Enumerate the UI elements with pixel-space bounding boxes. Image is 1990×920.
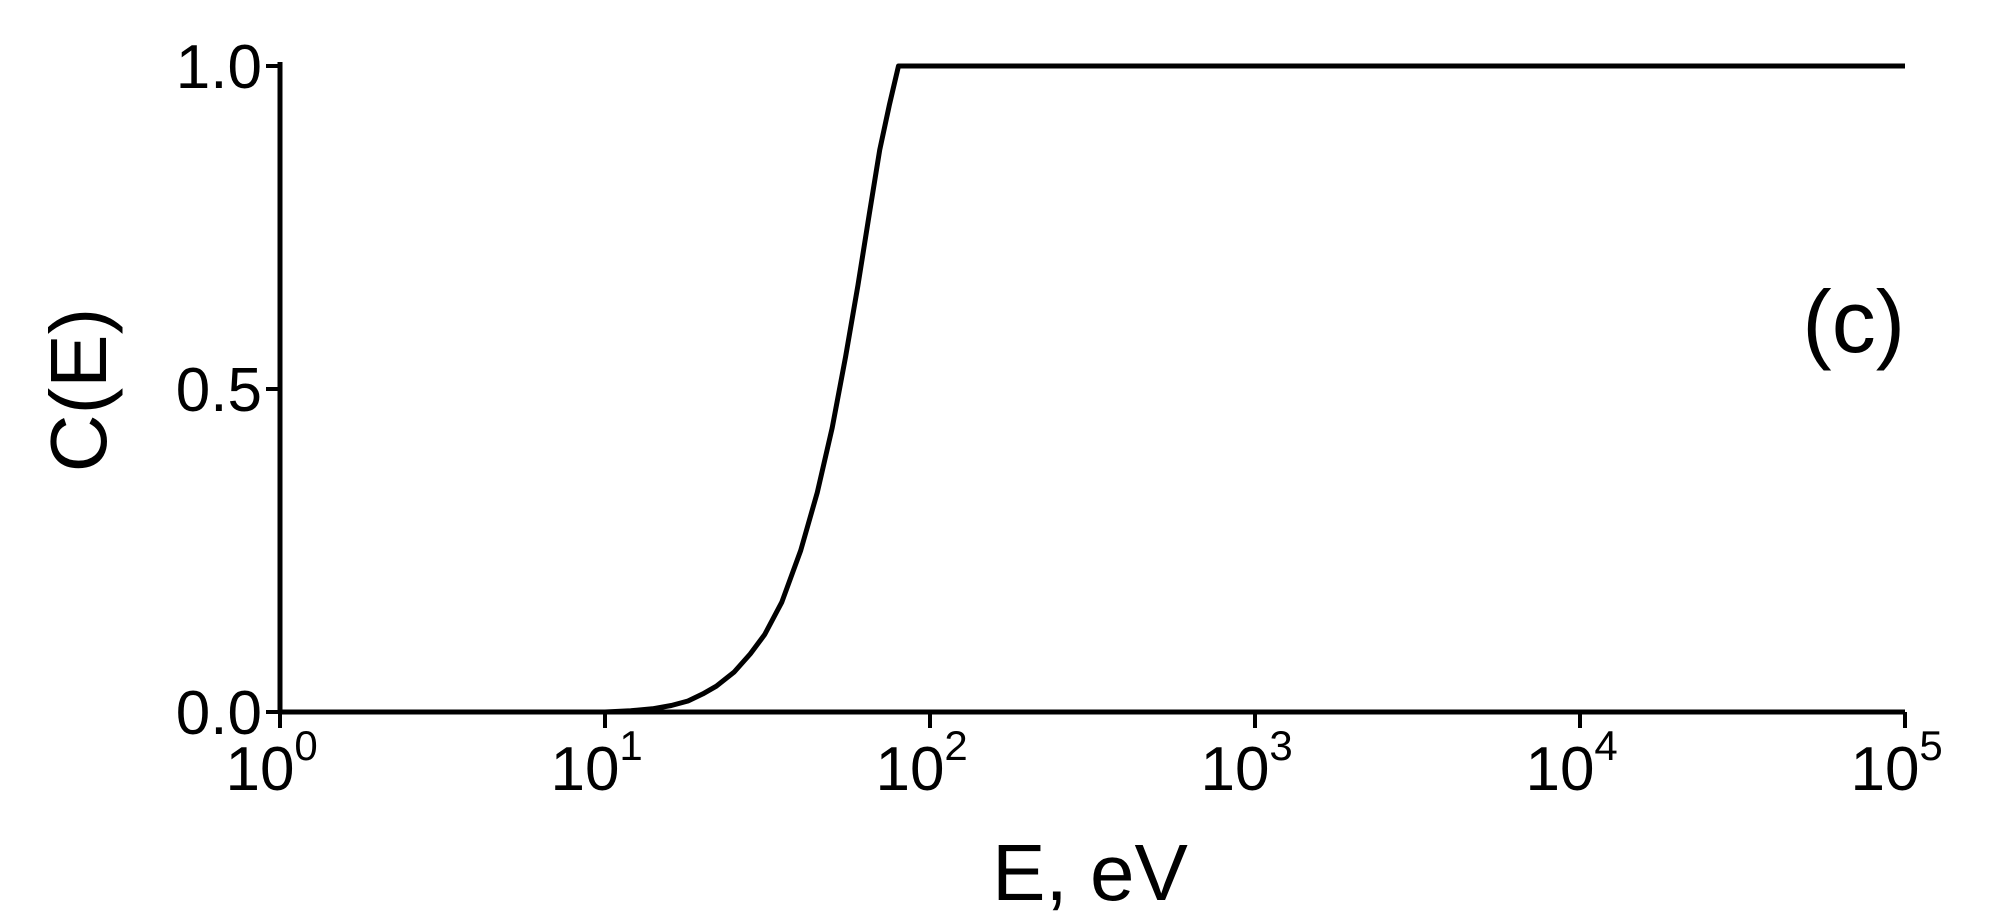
- axes: [277, 62, 1905, 715]
- x-tick-base: 10: [876, 735, 945, 804]
- y-axis-label: C(E): [34, 308, 123, 472]
- x-tick-label: 10 2: [876, 722, 968, 804]
- x-tick-exponent: 2: [944, 722, 967, 769]
- x-tick-exponent: 4: [1594, 722, 1617, 769]
- x-tick-base: 10: [1526, 735, 1595, 804]
- x-tick-exponent: 3: [1269, 722, 1292, 769]
- x-tick-base: 10: [226, 735, 295, 804]
- x-tick-label: 10 0: [226, 722, 318, 804]
- x-tick-label: 10 4: [1526, 722, 1618, 804]
- x-axis-label: E, eV: [992, 828, 1188, 917]
- series-line: [280, 63, 1905, 715]
- y-tick-label: 0.0: [176, 679, 262, 748]
- y-tick-label: 0.5: [176, 356, 262, 425]
- tick-layer: 0.00.51.010 0 10 1 10 2 10 3 10 4 10 5: [176, 33, 1943, 804]
- panel-label: (c): [1802, 272, 1905, 371]
- curve-layer: [280, 63, 1905, 715]
- x-tick-base: 10: [551, 735, 620, 804]
- x-tick-exponent: 1: [619, 722, 642, 769]
- x-tick-base: 10: [1851, 735, 1920, 804]
- x-tick-base: 10: [1201, 735, 1270, 804]
- x-tick-exponent: 0: [294, 722, 317, 769]
- x-tick-label: 10 1: [551, 722, 643, 804]
- x-tick-label: 10 5: [1851, 722, 1943, 804]
- x-tick-label: 10 3: [1201, 722, 1293, 804]
- x-tick-exponent: 5: [1919, 722, 1942, 769]
- y-tick-label: 1.0: [176, 33, 262, 102]
